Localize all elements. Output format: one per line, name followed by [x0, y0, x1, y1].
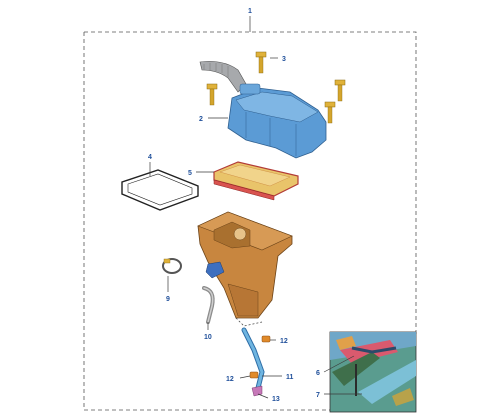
callout-5: 5 — [188, 170, 192, 177]
hose-clamp — [162, 258, 182, 274]
callout-13: 13 — [272, 396, 280, 403]
leader-lines — [149, 57, 362, 399]
air-cleaner-housing — [197, 211, 293, 327]
callout-12-lower: 12 — [226, 376, 234, 383]
breather-tube — [241, 327, 265, 391]
air-filter-element — [213, 161, 299, 201]
cover-bolts — [206, 51, 346, 124]
clip-upper — [261, 335, 271, 343]
bolt-right-upper — [334, 79, 346, 102]
bolt-right-lower — [324, 101, 336, 124]
callout-2: 2 — [199, 116, 203, 123]
tube-connector — [251, 385, 263, 397]
intake-duct — [199, 60, 247, 93]
callout-7: 7 — [316, 392, 320, 399]
assembly-boundary — [83, 16, 417, 411]
callout-11: 11 — [286, 374, 294, 381]
sensor-plug — [205, 261, 225, 279]
clip-lower — [249, 371, 259, 379]
callout-4: 4 — [148, 154, 152, 161]
callout-6: 6 — [316, 370, 320, 377]
gasket — [121, 169, 199, 211]
air-cleaner-cover — [227, 83, 327, 159]
drain-hose — [202, 286, 215, 324]
callout-9: 9 — [166, 296, 170, 303]
callout-1: 1 — [248, 8, 252, 15]
callout-3: 3 — [282, 56, 286, 63]
bolt-top — [255, 51, 267, 74]
callout-10: 10 — [204, 334, 212, 341]
inset-detail-view — [329, 331, 417, 413]
bolt-left — [206, 83, 218, 106]
callout-12-upper: 12 — [280, 338, 288, 345]
